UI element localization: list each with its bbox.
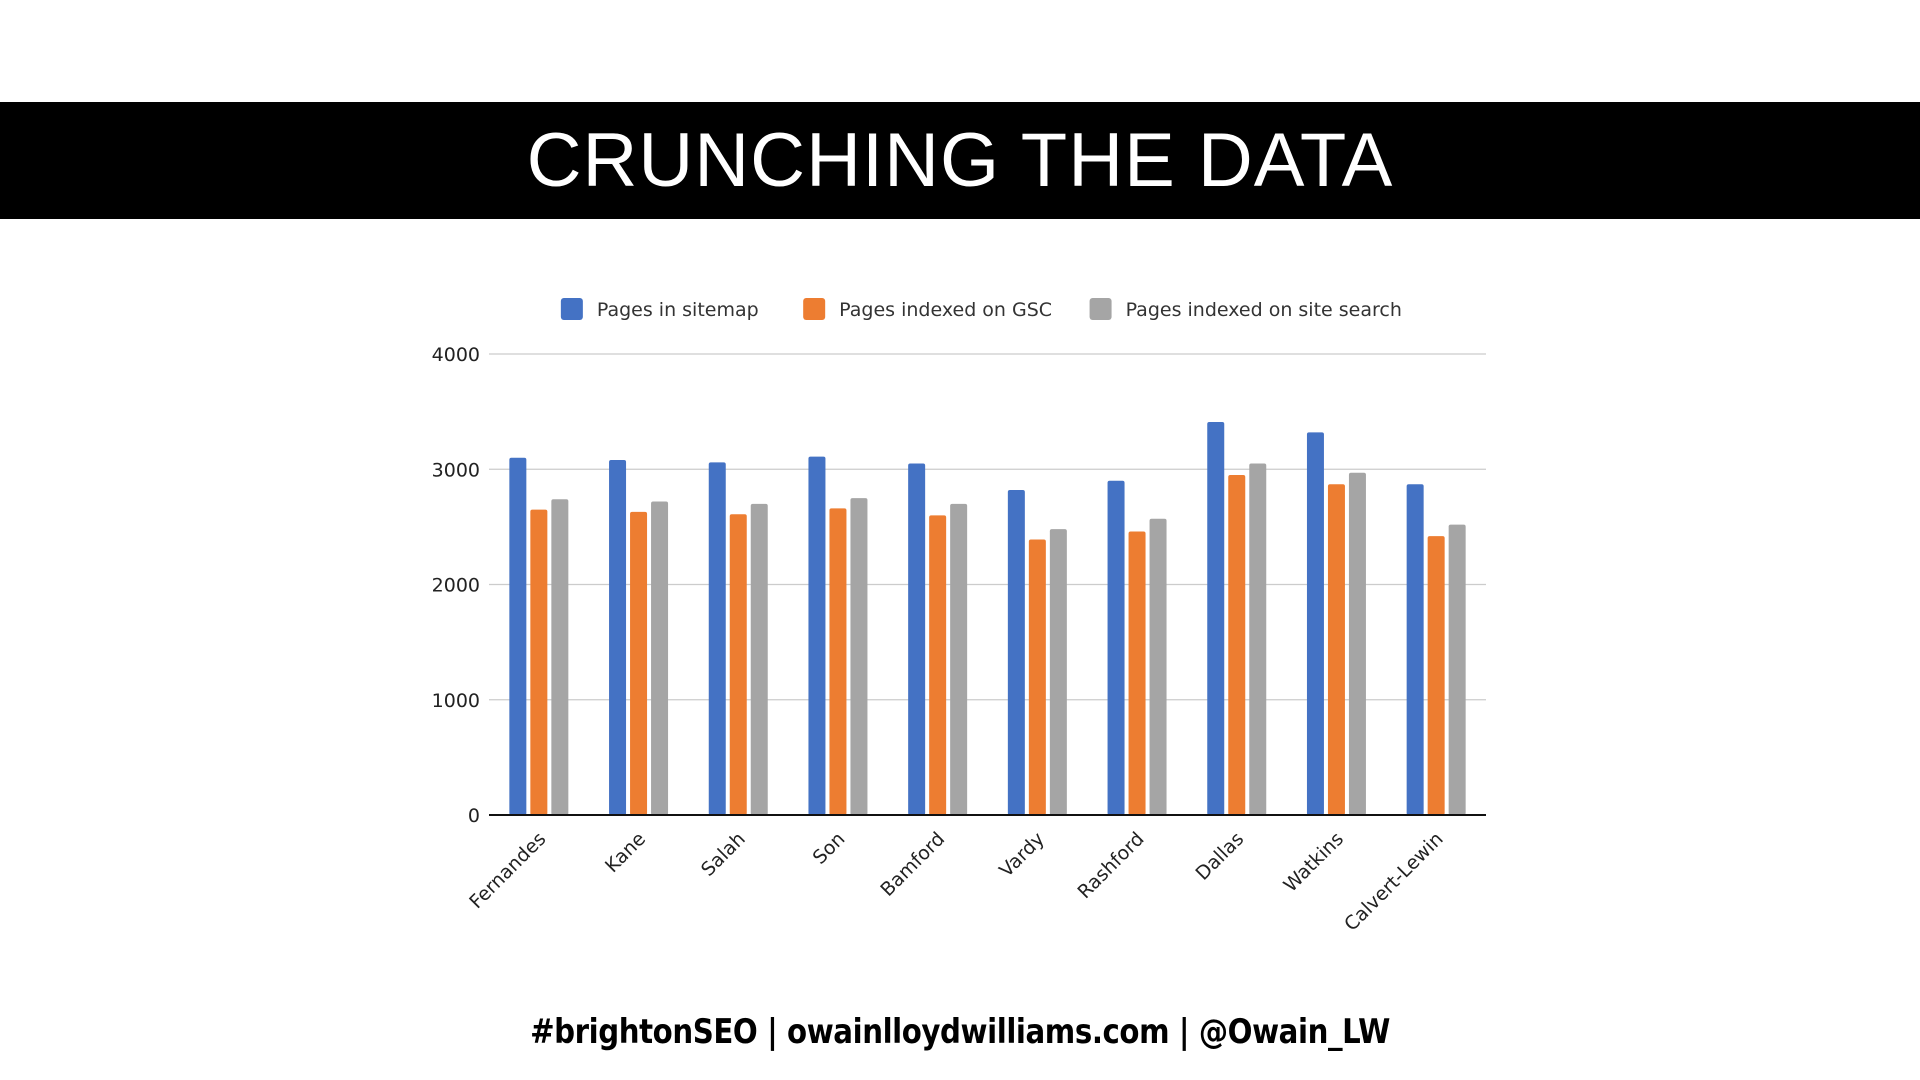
bar-pages-in-sitemap-bamford: [908, 463, 926, 815]
bar-pages-indexed-on-site-search-salah: [750, 503, 768, 815]
slide-title: CRUNCHING THE DATA: [526, 117, 1394, 203]
x-tick-label-watkins: Watkins: [1279, 828, 1348, 897]
bar-pages-indexed-on-gsc-kane: [630, 511, 648, 815]
bar-pages-in-sitemap-salah: [708, 462, 726, 815]
footer-text: #brightonSEO | owainlloydwilliams.com | …: [530, 1012, 1390, 1052]
y-tick-label: 2000: [432, 575, 480, 597]
x-tick-label-kane: Kane: [601, 828, 650, 877]
y-tick-label: 1000: [432, 690, 480, 712]
y-tick-label: 3000: [432, 459, 480, 481]
bar-pages-indexed-on-gsc-watkins: [1327, 484, 1345, 815]
bar-pages-indexed-on-gsc-rashford: [1128, 531, 1146, 815]
x-tick-label-vardy: Vardy: [995, 828, 1049, 882]
bar-pages-indexed-on-site-search-bamford: [950, 503, 968, 815]
bar-pages-indexed-on-gsc-salah: [729, 514, 747, 815]
bar-pages-indexed-on-site-search-kane: [651, 501, 669, 815]
bar-pages-indexed-on-gsc-vardy: [1028, 539, 1046, 815]
bar-pages-in-sitemap-dallas: [1207, 421, 1225, 815]
bar-pages-indexed-on-gsc-dallas: [1228, 475, 1246, 815]
legend-label: Pages indexed on GSC: [839, 299, 1052, 321]
legend-swatch: [560, 298, 583, 320]
bar-pages-in-sitemap-watkins: [1306, 432, 1324, 815]
legend-swatch: [1089, 298, 1112, 320]
bar-pages-indexed-on-site-search-dallas: [1249, 463, 1267, 815]
x-tick-label-dallas: Dallas: [1191, 828, 1248, 885]
bar-pages-indexed-on-gsc-son: [829, 508, 847, 815]
legend-label: Pages in sitemap: [597, 299, 759, 321]
x-tick-label-son: Son: [809, 828, 850, 869]
y-tick-label: 4000: [432, 344, 480, 366]
bar-pages-in-sitemap-son: [808, 456, 826, 815]
bar-pages-in-sitemap-vardy: [1007, 489, 1025, 815]
bar-pages-indexed-on-site-search-rashford: [1149, 518, 1167, 815]
bar-pages-indexed-on-site-search-son: [850, 498, 868, 815]
bars: [509, 421, 1466, 815]
bar-pages-indexed-on-gsc-calvert-lewin: [1427, 536, 1445, 815]
x-tick-label-bamford: Bamford: [876, 828, 949, 901]
legend: Pages in sitemap Pages indexed on GSC Page…: [560, 298, 1402, 321]
bar-pages-in-sitemap-rashford: [1107, 480, 1125, 815]
bar-pages-indexed-on-gsc-fernandes: [530, 509, 548, 815]
x-tick-label-salah: Salah: [697, 828, 750, 881]
bar-pages-indexed-on-site-search-vardy: [1049, 529, 1067, 815]
legend-item-pages-indexed-on-gsc: Pages indexed on GSC: [803, 298, 1052, 321]
bar-pages-indexed-on-site-search-calvert-lewin: [1448, 524, 1466, 815]
y-axis-ticks: 0 1000 2000 3000 4000: [432, 344, 480, 827]
x-tick-label-rashford: Rashford: [1073, 828, 1148, 903]
bar-pages-indexed-on-gsc-bamford: [929, 515, 947, 815]
legend-swatch: [803, 298, 826, 320]
bar-pages-in-sitemap-fernandes: [509, 457, 527, 815]
legend-label: Pages indexed on site search: [1126, 299, 1402, 321]
x-tick-label-fernandes: Fernandes: [465, 828, 550, 913]
legend-item-pages-in-sitemap: Pages in sitemap: [560, 298, 759, 321]
y-tick-label: 0: [468, 805, 480, 827]
x-tick-label-calvert-lewin: Calvert-Lewin: [1340, 828, 1448, 936]
bar-pages-in-sitemap-kane: [609, 460, 627, 815]
bar-pages-indexed-on-site-search-watkins: [1348, 472, 1366, 815]
legend-item-pages-indexed-on-site-search: Pages indexed on site search: [1089, 298, 1402, 321]
x-axis-ticks: Fernandes Kane Salah Son Bamford Vardy Rashfor…: [465, 828, 1447, 936]
bar-pages-in-sitemap-calvert-lewin: [1406, 484, 1424, 815]
bar-pages-indexed-on-site-search-fernandes: [551, 499, 569, 815]
title-bar: CRUNCHING THE DATA: [0, 102, 1920, 219]
